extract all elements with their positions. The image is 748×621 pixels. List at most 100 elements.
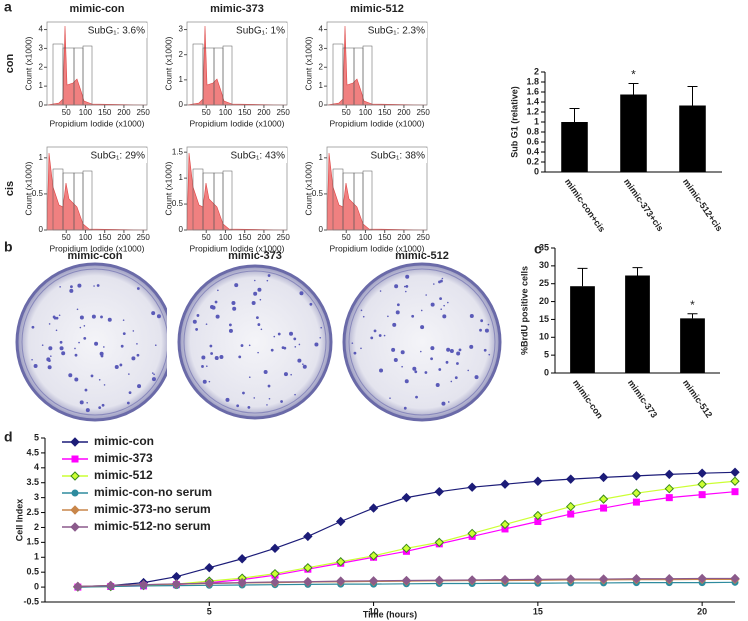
y-tick-label: 0.5: [32, 189, 44, 198]
x-tick-label: 250: [416, 108, 430, 117]
colony: [238, 355, 242, 359]
point: [270, 543, 280, 554]
plate-rim: [348, 268, 496, 416]
colony: [151, 372, 154, 374]
x-tick-label: 50: [202, 108, 211, 117]
colony: [378, 334, 382, 337]
x-tick-label: 250: [276, 108, 290, 117]
y-tick-label: 2: [534, 66, 539, 76]
colony: [48, 323, 51, 325]
colony: [289, 331, 294, 336]
colony: [128, 373, 130, 375]
colony: [253, 397, 256, 399]
colony: [480, 319, 484, 323]
colony: [391, 347, 396, 352]
colony: [405, 290, 407, 293]
colony: [96, 284, 100, 287]
colony: [294, 393, 296, 396]
colony: [192, 319, 197, 324]
legend-label: mimic-con: [94, 434, 154, 448]
column-title: mimic-512: [350, 3, 404, 15]
bar: [679, 105, 706, 172]
x-tick-label: 50: [202, 233, 211, 242]
colony: [266, 279, 269, 282]
colony: [373, 329, 377, 333]
colony: [267, 384, 271, 388]
colony: [424, 371, 428, 374]
y-tick-label: 4: [39, 25, 44, 34]
colony: [122, 332, 126, 336]
y-tick-label: 1.5: [26, 537, 39, 547]
point: [697, 479, 707, 489]
x-tick-label: mimic-373+cis: [622, 177, 666, 233]
point: [533, 476, 543, 486]
colony: [438, 368, 442, 371]
x-axis-title: Propidium Iodide (x1000): [50, 243, 145, 253]
colony: [411, 314, 415, 318]
gate: [82, 45, 93, 106]
point: [467, 528, 477, 539]
x-axis-title: Propidium Iodide (x1000): [330, 118, 425, 128]
colony: [404, 285, 406, 288]
y-tick-label: 2: [179, 50, 184, 59]
colony: [379, 368, 384, 373]
colony: [483, 348, 487, 352]
error-bar: [569, 108, 580, 122]
colony: [277, 332, 281, 336]
colony: [268, 397, 271, 400]
colony: [94, 341, 99, 346]
colony: [47, 365, 52, 370]
colony: [299, 291, 304, 296]
subg1-box: [97, 23, 147, 38]
y-tick-label: 0.5: [312, 189, 324, 198]
colony: [430, 357, 433, 361]
y-tick-label: 2: [39, 62, 44, 71]
bar: [625, 275, 650, 373]
colony: [257, 323, 261, 326]
colony: [122, 319, 125, 321]
point: [303, 531, 313, 542]
y-tick-label: 25: [539, 278, 549, 288]
subg1-box: [377, 148, 427, 163]
colony: [420, 309, 423, 312]
colony: [242, 391, 245, 395]
error-bar: [628, 83, 639, 95]
colony: [74, 347, 76, 350]
plot-frame: [46, 21, 148, 106]
colony: [103, 346, 105, 348]
colony: [360, 347, 362, 350]
colony: [263, 369, 268, 374]
colony: [153, 373, 155, 376]
colony: [156, 314, 161, 319]
colony: [126, 401, 130, 405]
colony: [248, 344, 251, 347]
point: [730, 573, 740, 584]
x-tick-label: 250: [276, 233, 290, 242]
colony: [79, 326, 82, 329]
legend-label: mimic-373-no serum: [94, 502, 211, 516]
colony: [131, 356, 136, 361]
point: [368, 576, 379, 586]
colony: [403, 406, 407, 410]
point: [467, 575, 477, 585]
gate: [332, 43, 344, 106]
colony: [136, 353, 140, 357]
colony: [396, 303, 400, 307]
annotation: *: [690, 298, 695, 312]
point: [730, 476, 740, 486]
colony: [487, 323, 490, 326]
point: [533, 574, 543, 585]
subg1-box: [237, 23, 287, 38]
error-bar: [687, 313, 698, 319]
x-tick-label: 100: [359, 108, 373, 117]
legend-marker: [71, 489, 79, 497]
colony: [383, 334, 386, 337]
plot-frame: [186, 21, 288, 106]
plate: [342, 262, 502, 422]
colony: [283, 346, 287, 350]
x-tick-label: 150: [378, 233, 392, 242]
colony: [100, 315, 103, 319]
point: [434, 486, 444, 497]
point: [600, 504, 608, 512]
